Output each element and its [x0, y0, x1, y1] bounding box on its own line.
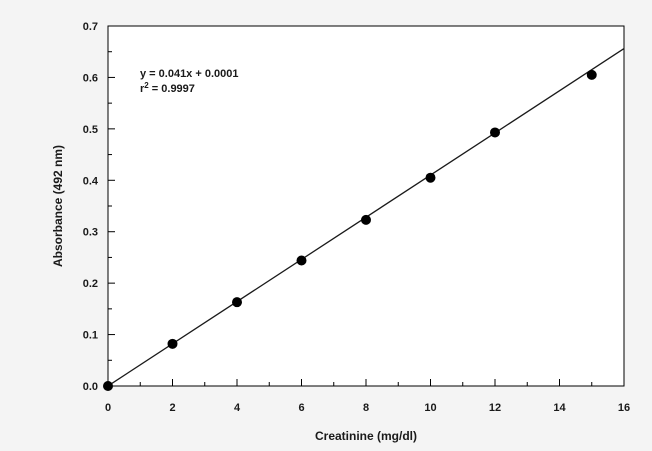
y-axis-tick-labels: 0.0 0.1 0.2 0.3 0.4 0.5 0.6 0.7: [83, 21, 99, 393]
x-tick-label: 0: [105, 402, 111, 414]
y-tick-label: 0.3: [83, 227, 98, 239]
data-point: [490, 127, 500, 138]
data-point: [586, 69, 597, 80]
data-point: [103, 381, 113, 391]
x-tick-label: 8: [363, 402, 369, 414]
plot-background: [107, 25, 625, 387]
x-axis-ticks: [107, 379, 625, 386]
x-axis-tick-labels: 0 2 4 6 8 10 12 14 16: [105, 402, 630, 414]
r-symbol: r: [140, 83, 145, 95]
equation-label: y = 0.041x + 0.0001: [140, 68, 238, 80]
data-points: [103, 69, 597, 391]
y-tick-label: 0.7: [83, 21, 98, 33]
y-tick-label: 0.6: [83, 72, 98, 84]
x-tick-label: 12: [489, 402, 501, 414]
r-exponent: 2: [144, 81, 149, 90]
y-tick-label: 0.2: [83, 278, 98, 290]
x-tick-label: 10: [424, 402, 436, 414]
y-tick-label: 0.4: [83, 175, 99, 187]
x-tick-label: 4: [234, 402, 241, 414]
x-tick-label: 16: [618, 402, 630, 414]
y-tick-label: 0.5: [83, 124, 98, 136]
r-value: = 0.9997: [149, 83, 195, 95]
x-tick-label: 14: [553, 402, 566, 414]
data-point: [361, 214, 371, 225]
r-squared-label: r2 = 0.9997: [140, 81, 195, 95]
x-tick-label: 6: [298, 402, 304, 414]
y-tick-label: 0.1: [83, 330, 98, 342]
y-tick-label: 0.0: [83, 381, 98, 393]
x-axis-title: Creatinine (mg/dl): [315, 429, 417, 443]
data-point: [425, 172, 436, 183]
x-tick-label: 2: [169, 402, 175, 414]
y-axis-title: Absorbance (492 nm): [51, 145, 65, 267]
data-point: [167, 338, 178, 349]
data-point: [296, 255, 307, 266]
data-point: [232, 297, 242, 308]
